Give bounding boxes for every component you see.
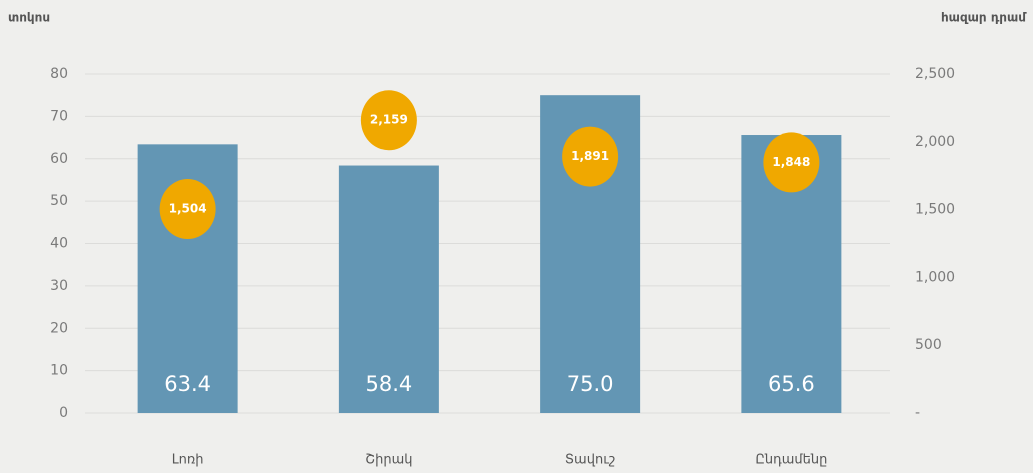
- marker-circle: [562, 126, 619, 187]
- y-tick-label: 60: [50, 151, 68, 167]
- bar-value-label: 58.4: [365, 372, 412, 396]
- bar-value-label: 65.6: [768, 372, 815, 396]
- y-tick-label: 10: [50, 363, 68, 379]
- y2-tick-label: 1,500: [915, 202, 955, 218]
- marker-circle: [763, 132, 820, 193]
- marker-value-label: 1,504: [169, 202, 207, 216]
- bar: [338, 165, 439, 413]
- x-tick-label: Տավուշ: [565, 453, 615, 468]
- marker-value-label: 1,848: [772, 155, 810, 169]
- y-tick-label: 80: [50, 66, 68, 82]
- bar-value-label: 75.0: [567, 372, 614, 396]
- marker-circle: [360, 90, 417, 151]
- y-tick-label: 0: [59, 405, 68, 421]
- y2-tick-label: 1,000: [915, 269, 955, 285]
- marker-circle: [159, 179, 216, 240]
- x-tick-label: Լոռի: [172, 453, 204, 468]
- y-tick-label: 30: [50, 278, 68, 294]
- x-tick-label: Ընդամենը: [755, 453, 827, 468]
- y2-tick-label: 500: [915, 337, 942, 353]
- marker-value-label: 2,159: [370, 113, 408, 127]
- y-axis-title: տոկոս: [8, 11, 50, 25]
- marker-value-label: 1,891: [571, 149, 609, 163]
- y2-tick-label: 2,000: [915, 134, 955, 150]
- y-tick-label: 20: [50, 320, 68, 336]
- y2-tick-label: -: [915, 405, 920, 421]
- bar-value-label: 63.4: [164, 372, 211, 396]
- y-tick-label: 50: [50, 193, 68, 209]
- y2-axis-title: հազար դրամ: [941, 11, 1027, 25]
- y-tick-label: 70: [50, 108, 68, 124]
- y2-tick-label: 2,500: [915, 66, 955, 82]
- y-tick-label: 40: [50, 236, 68, 252]
- x-tick-label: Շիրակ: [365, 453, 412, 468]
